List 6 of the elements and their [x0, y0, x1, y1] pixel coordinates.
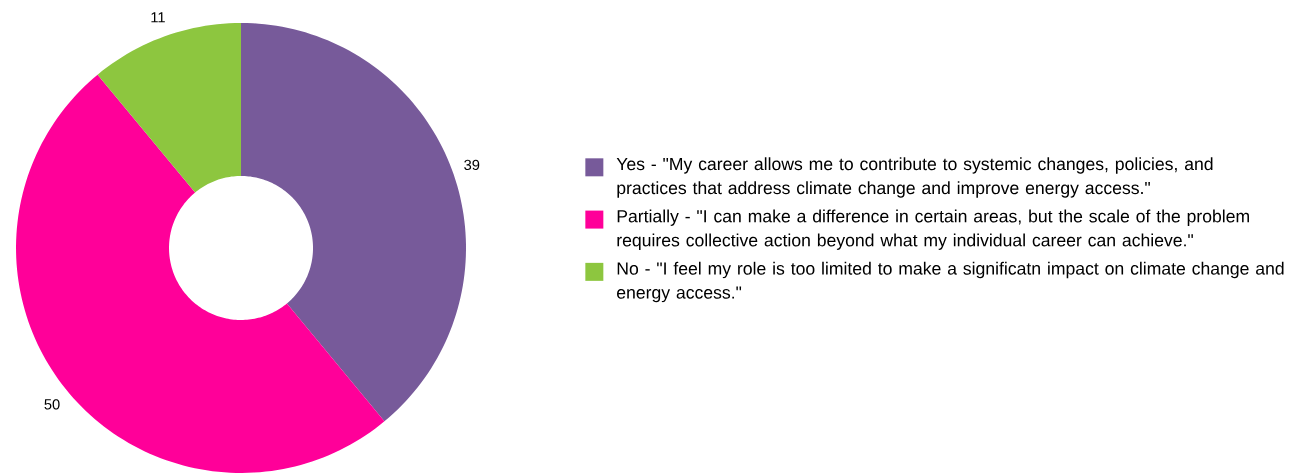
legend-label: Yes - "My career allows me to contribute to systemic changes, policies, and practices that address climate change and improve energy access." [616, 157, 1213, 198]
legend-label: Partially - "I can make a difference in certain areas, but the scale of the problem requires collective action beyond what my individual career can achieve." [617, 209, 1249, 250]
legend-label: No - "I feel my role is too limited to make a significatn impact on climate change and energy access." [617, 261, 1284, 303]
data-label: 39 [464, 159, 480, 171]
data-label: 50 [44, 399, 60, 410]
data-label: 11 [151, 12, 165, 23]
